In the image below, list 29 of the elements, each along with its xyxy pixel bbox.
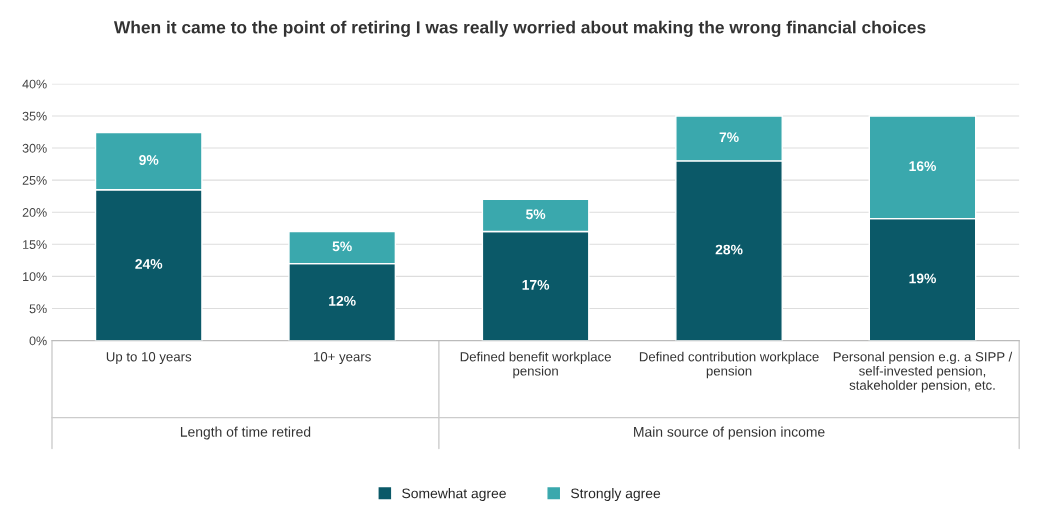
text: Length of time retired xyxy=(180,426,311,440)
data-label: 7% xyxy=(719,132,739,143)
y-tick-label: 15% xyxy=(23,240,47,249)
x-tick-label: Up to 10 years xyxy=(106,352,192,365)
data-label: 28% xyxy=(715,244,743,255)
y-tick-label: 40% xyxy=(22,79,47,89)
text: Main source of pension income xyxy=(634,426,825,440)
x-tick-label: Defined benefit workplace pension xyxy=(460,351,611,379)
y-tick-label: 10% xyxy=(23,272,47,282)
y-tick-label: 35% xyxy=(22,111,47,121)
data-label: 12% xyxy=(329,295,356,306)
data-label: 5% xyxy=(525,209,546,220)
x-tick-label: Defined contribution workplace pension xyxy=(639,351,819,379)
data-label: 16% xyxy=(909,161,937,172)
legend-label: Strongly agree xyxy=(571,488,661,502)
chart-title: When it came to the point of retiring I was really worried about making the wrong financial choices xyxy=(113,20,926,37)
data-label: 9% xyxy=(139,155,159,165)
y-tick-label: 0% xyxy=(29,336,47,346)
y-tick-label: 30% xyxy=(22,143,47,153)
y-tick-label: 5% xyxy=(29,304,47,314)
y-tick-label: 20% xyxy=(22,208,47,217)
y-tick-label: 25% xyxy=(22,175,47,185)
data-label: 19% xyxy=(909,273,937,284)
x-tick-label: Personal pension e.g. a SIPP / self-invested pension, stakeholder pension, etc. xyxy=(833,351,1013,393)
data-label: 17% xyxy=(522,279,550,290)
x-tick-label: 10+ years xyxy=(314,352,371,365)
data-label: 24% xyxy=(135,259,163,269)
legend-label: Somewhat agree xyxy=(402,488,506,502)
data-label: 5% xyxy=(332,241,352,252)
